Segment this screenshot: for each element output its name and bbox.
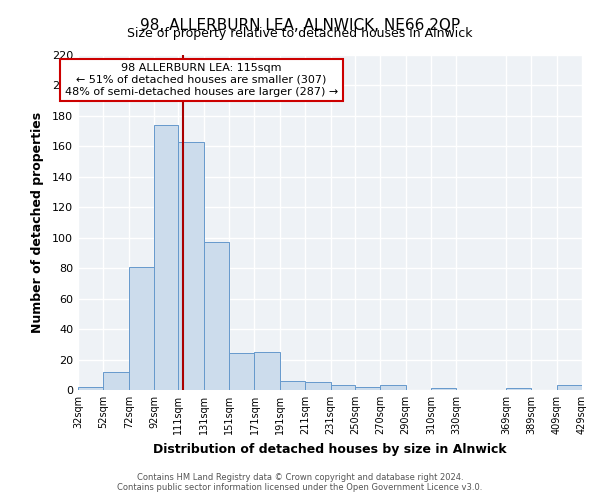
Bar bbox=[305, 382, 331, 390]
X-axis label: Distribution of detached houses by size in Alnwick: Distribution of detached houses by size … bbox=[153, 442, 507, 456]
Text: Contains HM Land Registry data © Crown copyright and database right 2024.
Contai: Contains HM Land Registry data © Crown c… bbox=[118, 473, 482, 492]
Bar bbox=[129, 266, 154, 390]
Bar bbox=[380, 386, 406, 390]
Bar bbox=[78, 387, 103, 390]
Bar bbox=[178, 142, 203, 390]
Bar bbox=[229, 354, 254, 390]
Bar bbox=[431, 388, 457, 390]
Bar bbox=[254, 352, 280, 390]
Text: 98, ALLERBURN LEA, ALNWICK, NE66 2QP: 98, ALLERBURN LEA, ALNWICK, NE66 2QP bbox=[140, 18, 460, 32]
Bar bbox=[203, 242, 229, 390]
Bar bbox=[280, 381, 305, 390]
Bar bbox=[103, 372, 129, 390]
Bar bbox=[331, 386, 355, 390]
Y-axis label: Number of detached properties: Number of detached properties bbox=[31, 112, 44, 333]
Bar bbox=[154, 125, 178, 390]
Bar bbox=[355, 387, 380, 390]
Bar bbox=[557, 386, 582, 390]
Text: Size of property relative to detached houses in Alnwick: Size of property relative to detached ho… bbox=[127, 28, 473, 40]
Bar bbox=[506, 388, 531, 390]
Text: 98 ALLERBURN LEA: 115sqm
← 51% of detached houses are smaller (307)
48% of semi-: 98 ALLERBURN LEA: 115sqm ← 51% of detach… bbox=[65, 64, 338, 96]
